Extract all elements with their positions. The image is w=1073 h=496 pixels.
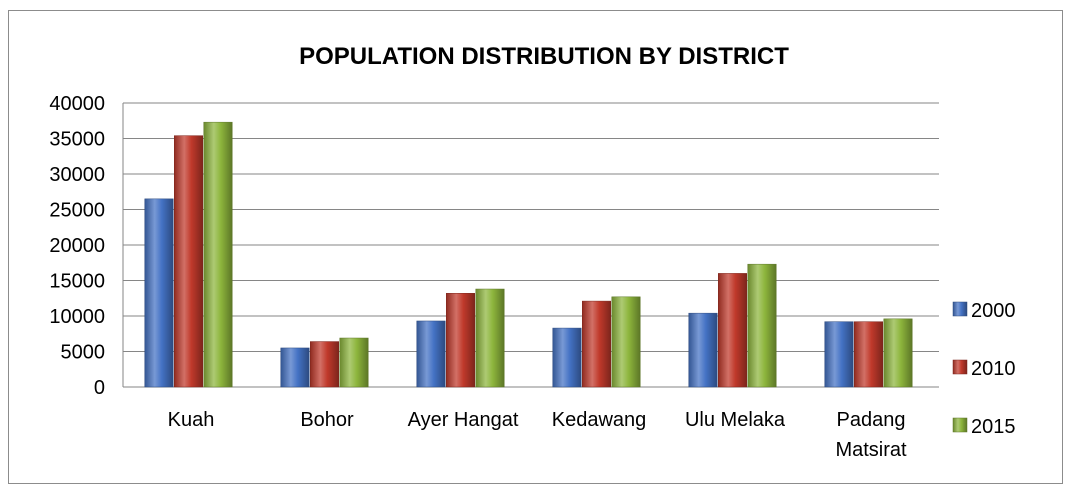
bar-2000-padang-matsirat bbox=[824, 321, 854, 388]
bar-2000-bohor bbox=[280, 347, 310, 388]
y-tick-label: 35000 bbox=[49, 129, 105, 151]
legend-swatch-2010 bbox=[952, 359, 968, 375]
bar-2010-kedawang bbox=[582, 300, 611, 388]
bar-2010-ayer-hangat bbox=[446, 293, 475, 388]
legend-label-2010: 2010 bbox=[971, 358, 1016, 380]
x-tick-label: Kuah bbox=[168, 409, 215, 431]
y-tick-label: 25000 bbox=[49, 200, 105, 222]
bar-2015-kedawang bbox=[611, 296, 641, 388]
y-tick-label: 10000 bbox=[49, 306, 105, 328]
y-tick-label: 30000 bbox=[49, 164, 105, 186]
x-tick-label: Kedawang bbox=[552, 409, 647, 431]
bar-2015-ayer-hangat bbox=[475, 288, 505, 388]
x-tick-label: Matsirat bbox=[835, 439, 907, 461]
bar-2000-kuah bbox=[144, 198, 174, 388]
y-tick-label: 0 bbox=[94, 377, 105, 399]
y-tick-label: 5000 bbox=[61, 342, 106, 364]
chart-frame: POPULATION DISTRIBUTION BY DISTRICT 0 500… bbox=[8, 10, 1063, 484]
legend-label-2015: 2015 bbox=[971, 416, 1016, 438]
x-tick-label: Bohor bbox=[300, 409, 354, 431]
y-tick-label: 15000 bbox=[49, 271, 105, 293]
bar-2000-kedawang bbox=[552, 327, 582, 388]
x-tick-label: Ulu Melaka bbox=[685, 409, 786, 431]
bar-2000-ulu-melaka bbox=[688, 312, 718, 388]
legend-swatch-2015 bbox=[952, 417, 968, 433]
bar-2010-ulu-melaka bbox=[718, 273, 747, 388]
legend-label-2000: 2000 bbox=[971, 300, 1016, 322]
chart-title: POPULATION DISTRIBUTION BY DISTRICT bbox=[299, 43, 789, 70]
x-tick-label: Padang bbox=[837, 409, 906, 431]
bar-2015-padang-matsirat bbox=[883, 318, 913, 388]
bar-chart: POPULATION DISTRIBUTION BY DISTRICT 0 500… bbox=[49, 43, 1016, 461]
plot-area: 0 5000 10000 15000 20000 25000 30000 35000 40000… bbox=[49, 93, 939, 461]
bar-2010-kuah bbox=[174, 135, 203, 388]
bar-2015-bohor bbox=[339, 337, 369, 388]
bar-2015-kuah bbox=[203, 121, 233, 388]
y-tick-label: 40000 bbox=[49, 93, 105, 115]
bar-2015-ulu-melaka bbox=[747, 263, 777, 388]
legend-swatch-2000 bbox=[952, 301, 968, 317]
legend: 2000 2010 2015 bbox=[952, 300, 1016, 438]
x-tick-label: Ayer Hangat bbox=[408, 409, 519, 431]
y-tick-label: 20000 bbox=[49, 235, 105, 257]
bar-2010-bohor bbox=[310, 341, 339, 388]
bar-2000-ayer-hangat bbox=[416, 320, 446, 388]
bar-2010-padang-matsirat bbox=[854, 321, 883, 388]
